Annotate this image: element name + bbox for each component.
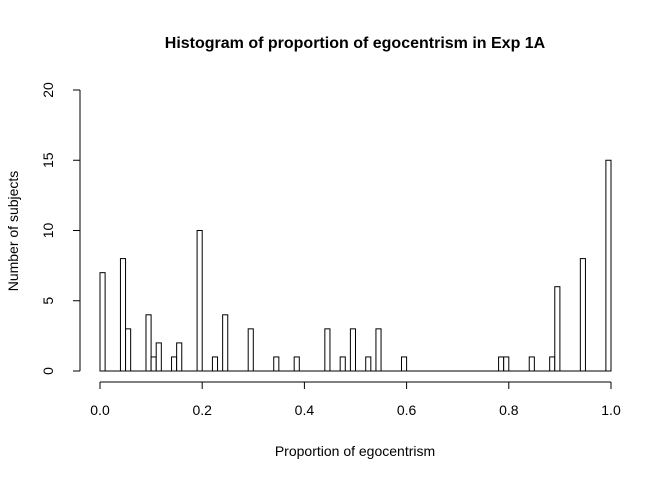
histogram-bar-23 — [549, 356, 556, 372]
y-tick-label-4: 20 — [40, 82, 56, 98]
x-tick-label-5: 1.0 — [601, 402, 621, 418]
histogram-bar-3 — [145, 314, 152, 372]
histogram-bar-12 — [273, 356, 280, 372]
histogram-bar-17 — [365, 356, 372, 372]
x-tick-label-3: 0.6 — [397, 402, 417, 418]
y-tick-label-2: 10 — [40, 223, 56, 239]
histogram-bar-11 — [247, 328, 254, 372]
x-axis-label: Proportion of egocentrism — [275, 443, 435, 459]
histogram-bar-13 — [293, 356, 300, 372]
y-axis: 0 5 10 15 20 — [40, 82, 81, 375]
x-axis: 0.0 0.2 0.4 0.6 0.8 1.0 — [90, 381, 621, 418]
histogram-bar-0 — [99, 272, 106, 372]
x-tick-label-4: 0.8 — [499, 402, 519, 418]
histogram-bar-6 — [171, 356, 178, 372]
histogram-bar-4 — [150, 356, 157, 372]
y-tick-label-3: 15 — [40, 152, 56, 168]
x-tick-label-2: 0.4 — [295, 402, 315, 418]
histogram-bar-25 — [579, 258, 586, 372]
histogram-bar-20 — [498, 356, 505, 372]
histogram-bar-14 — [324, 328, 331, 372]
x-tick-label-1: 0.2 — [192, 402, 212, 418]
histogram-bar-9 — [211, 356, 219, 372]
histogram-bar-10 — [222, 314, 229, 372]
histogram-bar-16 — [349, 328, 357, 372]
x-tick-label-0: 0.0 — [90, 402, 110, 418]
histogram-bar-24 — [554, 286, 561, 372]
chart-title: Histogram of proportion of egocentrism i… — [165, 35, 546, 52]
histogram-bar-18 — [375, 328, 382, 372]
y-axis-label: Number of subjects — [5, 171, 21, 292]
histogram-bar-15 — [339, 356, 346, 372]
histogram-bar-1 — [119, 258, 127, 372]
histogram-bar-22 — [528, 356, 535, 372]
histogram-bar-7 — [176, 342, 183, 372]
y-tick-label-1: 5 — [40, 297, 56, 305]
histogram-bar-26 — [605, 159, 612, 372]
histogram-bar-8 — [196, 230, 203, 372]
histogram-bar-21 — [503, 356, 510, 372]
histogram-bar-19 — [400, 356, 408, 372]
histogram-bar-2 — [125, 328, 132, 372]
bars-layer — [99, 159, 612, 372]
y-tick-label-0: 0 — [40, 367, 56, 375]
histogram-bar-5 — [155, 342, 162, 372]
